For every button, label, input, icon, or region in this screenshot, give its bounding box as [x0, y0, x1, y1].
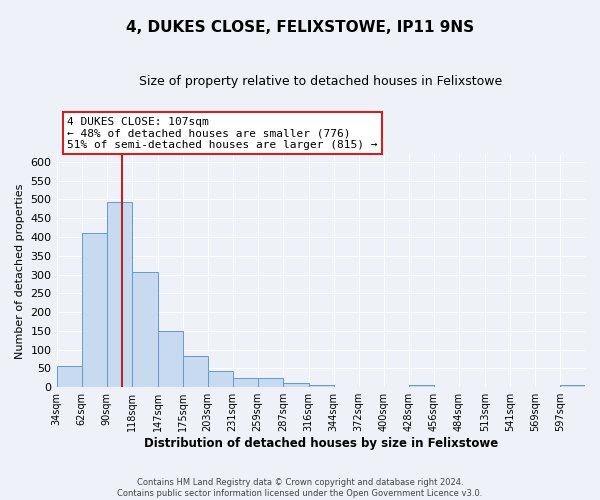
X-axis label: Distribution of detached houses by size in Felixstowe: Distribution of detached houses by size …	[143, 437, 498, 450]
Text: 4 DUKES CLOSE: 107sqm
← 48% of detached houses are smaller (776)
51% of semi-det: 4 DUKES CLOSE: 107sqm ← 48% of detached …	[67, 116, 377, 150]
Bar	[409, 386, 434, 387]
Bar	[233, 378, 258, 387]
Bar	[258, 378, 283, 387]
Text: 4, DUKES CLOSE, FELIXSTOWE, IP11 9NS: 4, DUKES CLOSE, FELIXSTOWE, IP11 9NS	[126, 20, 474, 35]
Bar	[56, 366, 82, 387]
Bar	[82, 234, 107, 387]
Title: Size of property relative to detached houses in Felixstowe: Size of property relative to detached ho…	[139, 75, 502, 88]
Bar	[208, 371, 233, 387]
Y-axis label: Number of detached properties: Number of detached properties	[15, 183, 25, 358]
Bar	[560, 386, 585, 387]
Bar	[131, 272, 158, 387]
Bar	[158, 331, 182, 387]
Bar	[107, 202, 131, 387]
Bar	[308, 385, 334, 387]
Text: Contains HM Land Registry data © Crown copyright and database right 2024.
Contai: Contains HM Land Registry data © Crown c…	[118, 478, 482, 498]
Bar	[182, 356, 208, 387]
Bar	[283, 384, 308, 387]
